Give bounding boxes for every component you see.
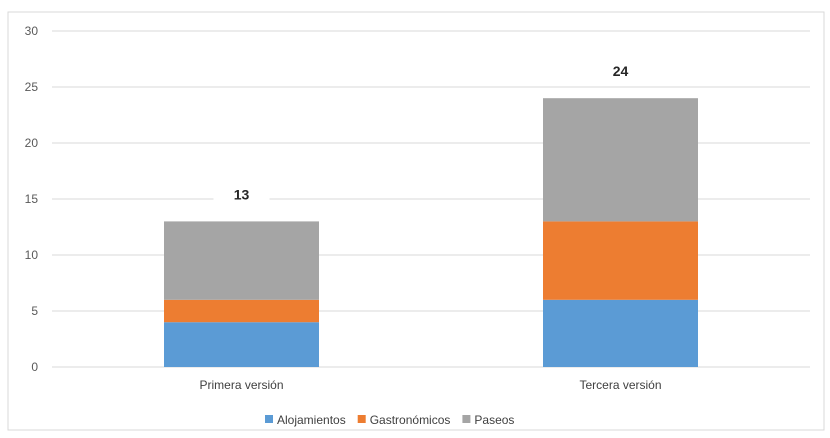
legend-swatch-gastronómicos [357,415,366,423]
y-tick-label: 30 [25,24,39,38]
y-tick-label: 15 [25,192,39,206]
total-labels: 13 24 [213,62,649,206]
total-label-background [213,185,270,206]
bar-segment-paseos [543,98,698,222]
y-tick-label: 20 [25,136,39,150]
legend-label: Gastronómicos [370,413,451,427]
bar-segment-alojamientos [164,322,319,367]
y-axis: 0 5 10 15 20 25 30 [25,24,39,374]
bar-segment-gastronómicos [164,299,319,323]
x-axis: Primera versión Tercera versión [199,378,661,392]
x-tick-label: Primera versión [199,378,283,392]
total-label: 24 [613,63,629,79]
y-tick-label: 10 [25,248,39,262]
bars [164,98,698,367]
legend: Alojamientos Gastronómicos Paseos [265,413,514,427]
y-tick-label: 5 [31,304,38,318]
bar-segment-alojamientos [543,299,698,367]
bar-segment-paseos [164,221,319,300]
total-label-background [592,62,649,83]
y-tick-label: 25 [25,80,39,94]
legend-swatch-alojamientos [265,415,273,423]
x-tick-label: Tercera versión [579,378,661,392]
legend-swatch-paseos [462,415,471,423]
y-tick-label: 0 [31,360,38,374]
legend-label: Paseos [474,413,514,427]
legend-label: Alojamientos [277,413,346,427]
total-label: 13 [234,186,250,202]
bar-segment-gastronómicos [543,221,698,300]
